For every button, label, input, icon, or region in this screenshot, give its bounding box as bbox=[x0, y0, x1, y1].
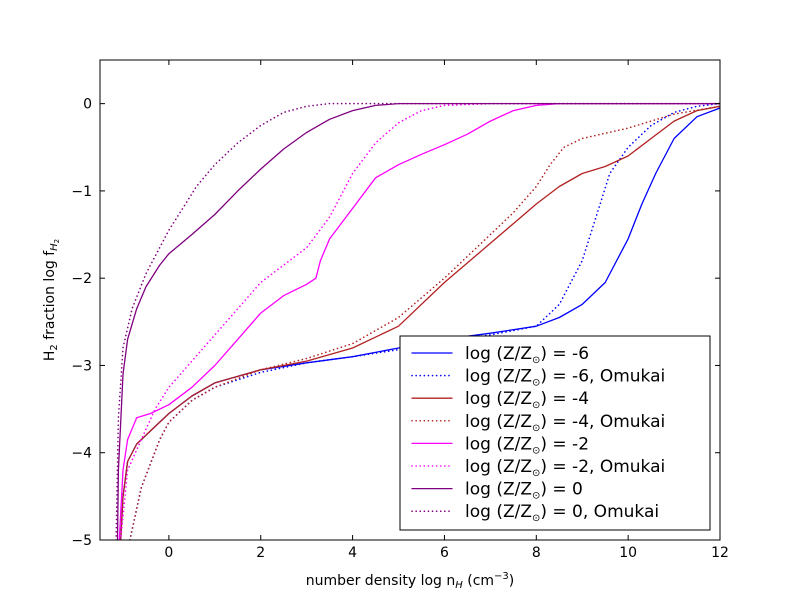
y-tick-label: 0 bbox=[83, 97, 92, 113]
legend-label: log (Z/Z⊙) = 0 bbox=[465, 480, 583, 502]
x-tick-label: 6 bbox=[440, 545, 449, 561]
legend-label: log (Z/Z⊙) = -4, Omukai bbox=[465, 412, 665, 434]
y-axis-label: H2 fraction log fH2 bbox=[42, 239, 61, 361]
legend-label: log (Z/Z⊙) = -6, Omukai bbox=[465, 367, 665, 389]
y-tick-label: −5 bbox=[71, 533, 92, 549]
legend-label: log (Z/Z⊙) = -4 bbox=[465, 389, 589, 411]
series-line-4 bbox=[129, 105, 720, 540]
series-line-3 bbox=[120, 105, 720, 540]
legend-label: log (Z/Z⊙) = 0, Omukai bbox=[465, 502, 659, 524]
x-tick-label: 2 bbox=[256, 545, 265, 561]
x-tick-label: 12 bbox=[711, 545, 729, 561]
legend-label: log (Z/Z⊙) = -6 bbox=[465, 344, 589, 366]
x-axis-label: number density log nH (cm−3) bbox=[306, 571, 515, 591]
y-tick-label: −1 bbox=[71, 184, 92, 200]
plot-frame bbox=[99, 59, 721, 541]
x-tick-label: 0 bbox=[164, 545, 173, 561]
series-line-8 bbox=[115, 102, 720, 540]
series-line-7 bbox=[116, 102, 720, 540]
y-tick-label: −4 bbox=[71, 446, 92, 462]
legend-label: log (Z/Z⊙) = -2 bbox=[465, 434, 589, 456]
series-line-6 bbox=[119, 102, 720, 540]
x-axis-ticks: 0 2 4 6 8 10 12 bbox=[164, 60, 729, 561]
x-tick-label: 8 bbox=[532, 545, 541, 561]
x-tick-label: 4 bbox=[348, 545, 357, 561]
legend-label: log (Z/Z⊙) = -2, Omukai bbox=[465, 457, 665, 479]
x-tick-label: 10 bbox=[619, 545, 637, 561]
y-tick-label: −2 bbox=[71, 271, 92, 287]
series-layer bbox=[115, 102, 720, 540]
legend-box bbox=[399, 335, 711, 531]
y-tick-label: −3 bbox=[71, 358, 92, 374]
series-line-5 bbox=[118, 102, 720, 540]
y-axis-ticks: 0 −1 −2 −3 −4 −5 bbox=[71, 97, 720, 549]
